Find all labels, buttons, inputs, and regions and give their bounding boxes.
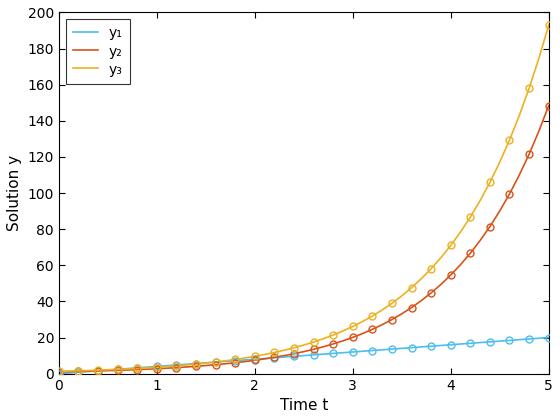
y₃ bbox=[545, 23, 552, 28]
Line: y₁: y₁ bbox=[59, 338, 549, 374]
y₃ bbox=[408, 285, 415, 290]
y₃ bbox=[212, 360, 219, 365]
y₁ bbox=[203, 360, 209, 365]
y₁ bbox=[408, 345, 415, 350]
y₂ bbox=[379, 322, 385, 327]
y₂ bbox=[545, 103, 552, 108]
y₃ bbox=[164, 364, 170, 369]
y₁ bbox=[164, 363, 170, 368]
Line: y₂: y₂ bbox=[59, 105, 549, 372]
y₁ bbox=[545, 335, 552, 340]
y₁ bbox=[379, 347, 385, 352]
y₁ bbox=[535, 336, 542, 341]
Y-axis label: Solution y: Solution y bbox=[7, 155, 22, 231]
y₂ bbox=[55, 369, 62, 374]
Line: y₃: y₃ bbox=[59, 25, 549, 371]
X-axis label: Time t: Time t bbox=[279, 398, 328, 413]
y₃ bbox=[55, 369, 62, 374]
y₃ bbox=[203, 361, 209, 366]
y₁ bbox=[55, 371, 62, 376]
y₃ bbox=[535, 56, 542, 61]
y₂ bbox=[203, 363, 209, 368]
y₂ bbox=[164, 366, 170, 371]
y₂ bbox=[535, 129, 542, 134]
y₂ bbox=[408, 305, 415, 310]
y₂ bbox=[212, 362, 219, 367]
y₃ bbox=[379, 307, 385, 312]
y₁ bbox=[212, 360, 219, 365]
Legend: y₁, y₂, y₃: y₁, y₂, y₃ bbox=[66, 19, 130, 84]
